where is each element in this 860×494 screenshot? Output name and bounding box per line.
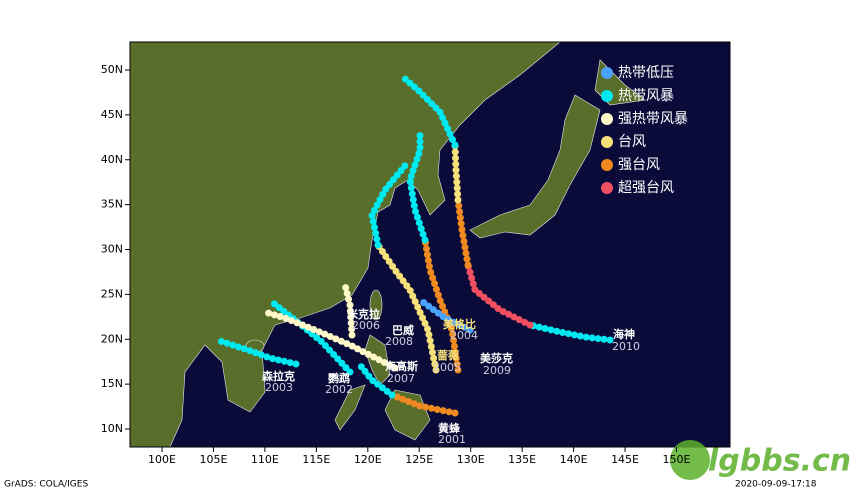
- storm-code: 2008: [385, 335, 413, 348]
- lat-tick-label: 15N: [101, 377, 123, 390]
- lon-tick-label: 110E: [251, 453, 279, 466]
- legend-dot: [601, 136, 613, 148]
- watermark-logo: [670, 440, 710, 480]
- track: [216, 337, 300, 368]
- storm-code: 2004: [450, 329, 478, 342]
- lon-tick-label: 120E: [354, 453, 382, 466]
- legend-dot: [601, 67, 613, 79]
- storm-code: 2009: [483, 364, 511, 377]
- track: [454, 196, 472, 269]
- storm-name: 海高斯: [385, 359, 418, 373]
- storm-code: 2010: [612, 340, 640, 353]
- track: [268, 298, 354, 376]
- lat-tick-label: 10N: [101, 422, 123, 435]
- storm-name: 海神: [613, 327, 635, 341]
- storm-name: 蔷薇: [437, 348, 459, 362]
- lon-tick-label: 100E: [148, 453, 176, 466]
- storm-labels: 海神 2010 美莎克 2009 黄蜂 2001 森拉克 2003 鹦鹉 200…: [262, 307, 640, 446]
- legend-label: 热带低压: [618, 65, 674, 81]
- legend-label: 台风: [618, 134, 646, 150]
- lon-tick-label: 150E: [663, 453, 691, 466]
- lon-tick-label: 145E: [611, 453, 639, 466]
- typhoon-tracks: [216, 74, 614, 417]
- storm-name: 巴威: [392, 323, 414, 337]
- legend-dot: [601, 90, 613, 102]
- lat-tick-label: 35N: [101, 198, 123, 211]
- storm-name: 美格比: [443, 317, 476, 331]
- track: [406, 126, 429, 244]
- lon-tick-label: 140E: [560, 453, 588, 466]
- lon-tick-label: 130E: [457, 453, 485, 466]
- lon-tick-label: 115E: [302, 453, 330, 466]
- footer-right: 2020-09-09-17:18: [735, 480, 817, 490]
- storm-name: 黄蜂: [438, 421, 461, 435]
- track: [421, 236, 462, 374]
- legend-dot: [601, 182, 613, 194]
- storm-code: 2006: [352, 319, 380, 332]
- legend-label: 超强台风: [618, 180, 674, 196]
- legend-label: 热带风暴: [618, 88, 674, 104]
- track: [464, 261, 534, 329]
- storm-name: 米克拉: [346, 307, 380, 321]
- frame: [129, 41, 731, 448]
- lat-tick-label: 20N: [101, 332, 123, 345]
- track: [416, 296, 474, 334]
- storm-code: 2003: [265, 381, 293, 394]
- track: [368, 158, 412, 249]
- lon-tick-label: 135E: [508, 453, 536, 466]
- storm-code: 2005: [433, 361, 461, 374]
- legend-dot: [601, 113, 613, 125]
- track: [400, 74, 459, 149]
- lat-tick-label: 45N: [101, 108, 123, 121]
- lat-tick-label: 40N: [101, 153, 123, 166]
- storm-name: 鹦鹉: [328, 371, 350, 385]
- track: [261, 308, 399, 372]
- track: [341, 281, 356, 339]
- storm-code: 2002: [325, 383, 353, 396]
- footer-left: GrADS: COLA/IGES: [4, 480, 88, 490]
- track: [388, 391, 459, 417]
- lon-tick-label: 105E: [199, 453, 227, 466]
- track: [374, 241, 440, 374]
- track: [356, 361, 396, 399]
- track: [526, 321, 614, 344]
- lat-tick-label: 25N: [101, 287, 123, 300]
- lat-tick-label: 30N: [101, 243, 123, 256]
- legend-label: 强热带风暴: [618, 111, 688, 127]
- lat-tick-label: 50N: [101, 63, 123, 76]
- storm-code: 2007: [387, 372, 415, 385]
- legend-dot: [601, 159, 613, 171]
- storm-code: 2001: [438, 433, 466, 446]
- legend-label: 强台风: [618, 157, 660, 173]
- lon-tick-label: 125E: [405, 453, 433, 466]
- storm-name: 森拉克: [262, 369, 295, 383]
- watermark: lgbbs.cn: [708, 444, 851, 479]
- track: [451, 141, 462, 204]
- storm-name: 美莎克: [480, 351, 513, 365]
